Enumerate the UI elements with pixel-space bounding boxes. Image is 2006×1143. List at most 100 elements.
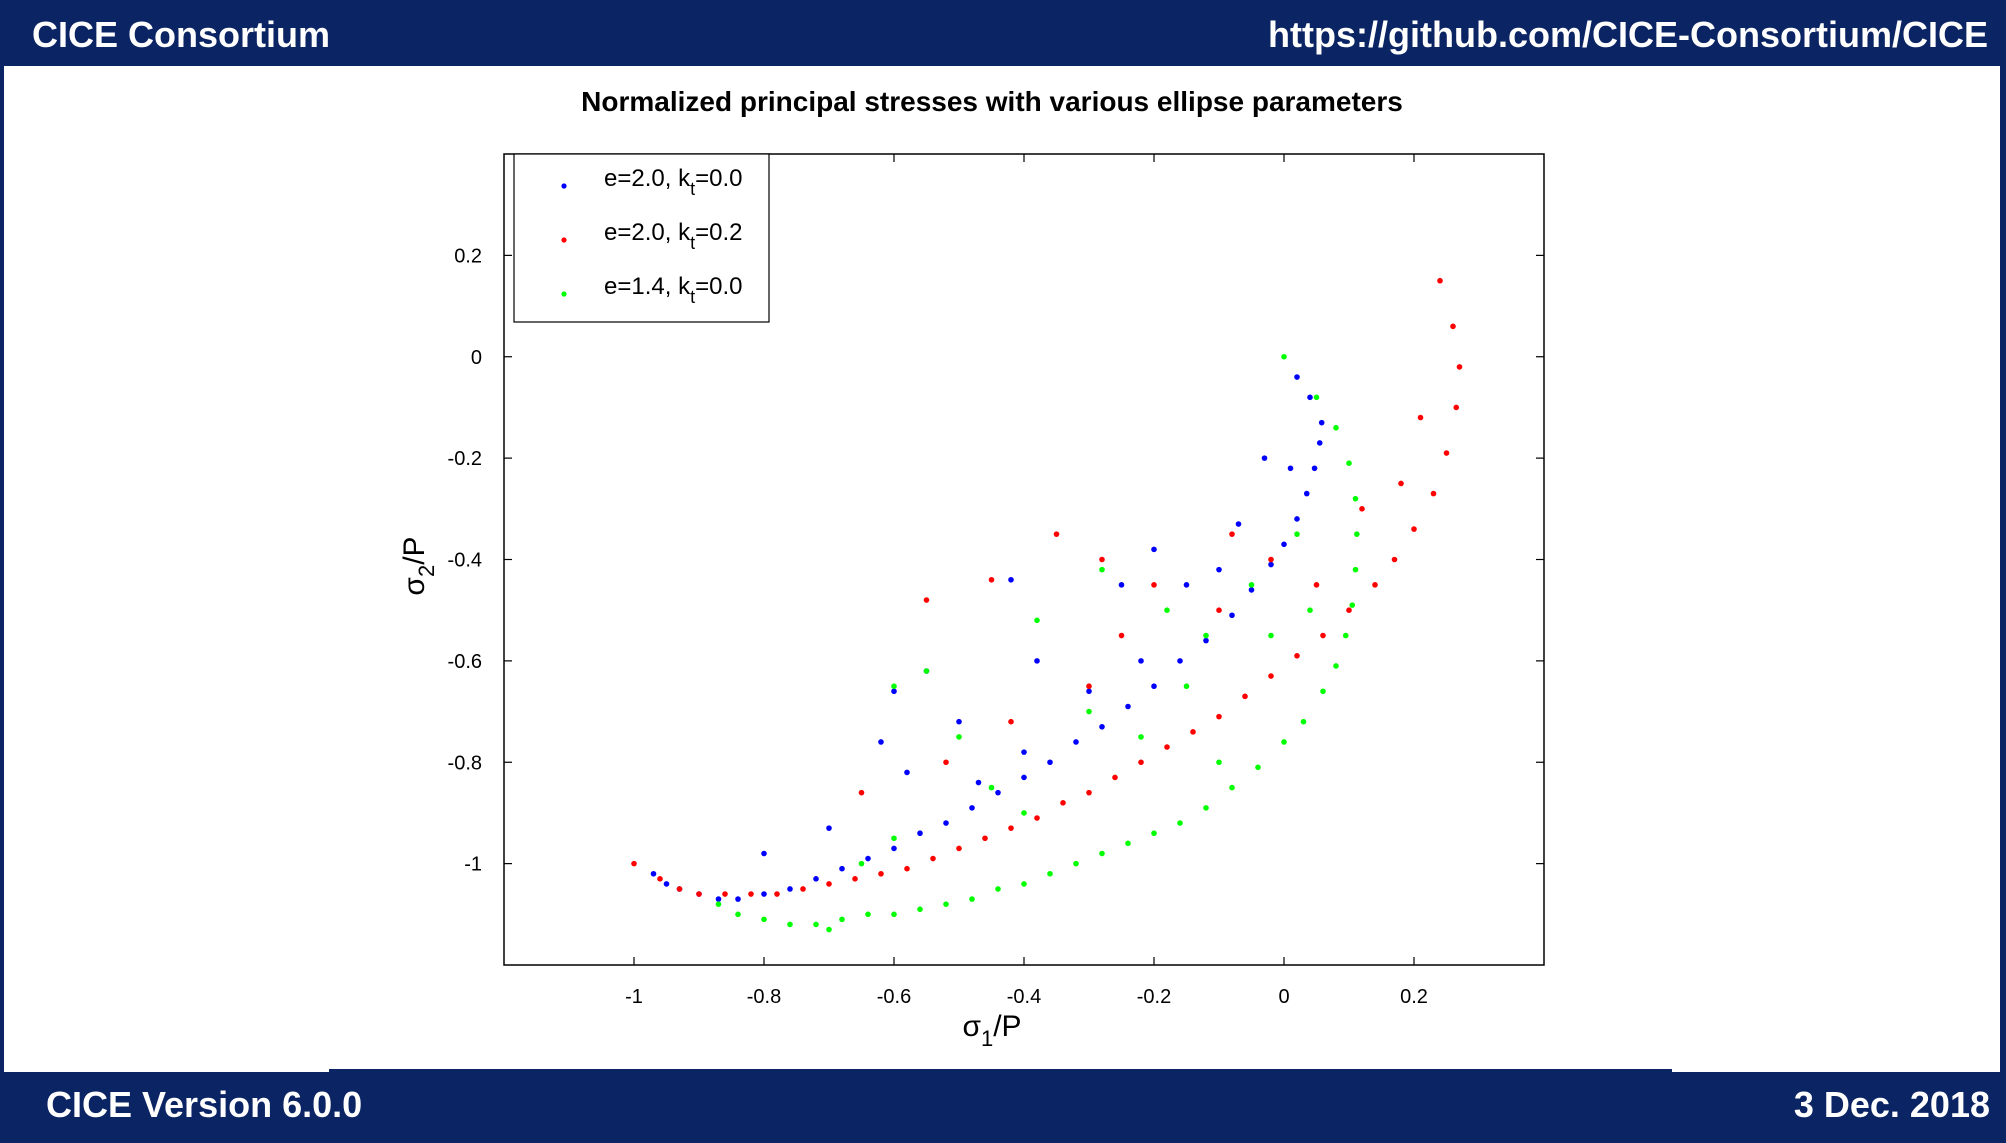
data-point — [1248, 582, 1255, 588]
data-point — [1021, 749, 1027, 755]
legend-label-blue: e=2.0, kt=0.0 — [604, 165, 742, 199]
data-point — [1183, 582, 1190, 588]
data-point — [943, 759, 949, 766]
data-point — [813, 876, 819, 882]
x-tick-label: 0.2 — [1400, 986, 1428, 1008]
data-point — [800, 886, 806, 892]
data-point — [891, 688, 897, 695]
data-point — [988, 784, 995, 791]
data-point — [1151, 683, 1157, 690]
data-point — [1086, 683, 1092, 690]
data-point — [1294, 653, 1300, 659]
footer-bar: CICE Version 6.0.0 3 Dec. 2018 — [0, 1072, 2006, 1143]
data-point — [1053, 531, 1060, 537]
data-point — [1216, 713, 1222, 720]
data-point — [891, 845, 897, 852]
data-point — [813, 921, 819, 928]
data-point — [1268, 632, 1274, 639]
data-point — [1073, 739, 1079, 745]
y-tick-label: -0.4 — [448, 550, 482, 572]
data-point — [1164, 607, 1170, 613]
data-point — [650, 870, 657, 877]
data-point — [1008, 576, 1014, 583]
data-point — [1303, 490, 1310, 497]
data-point — [1318, 419, 1325, 426]
footer-divider-left — [4, 1068, 329, 1072]
data-point — [1333, 424, 1339, 431]
data-point — [1216, 759, 1222, 766]
data-point — [1125, 840, 1131, 847]
y-tick-label: -1 — [464, 854, 482, 876]
data-point — [1294, 516, 1300, 522]
data-point — [1235, 521, 1242, 527]
data-point — [858, 860, 865, 867]
data-point — [1281, 353, 1287, 360]
data-point — [1437, 277, 1443, 284]
data-point — [969, 896, 975, 902]
data-point — [858, 789, 865, 796]
data-point — [1125, 703, 1131, 710]
data-point — [891, 683, 897, 690]
data-point — [982, 835, 988, 842]
legend-label-red: e=2.0, kt=0.2 — [604, 219, 742, 253]
y-tick-label: -0.6 — [448, 651, 482, 673]
data-point — [1229, 612, 1235, 619]
data-point — [1346, 460, 1352, 466]
header-repo-url[interactable]: https://github.com/CICE-Consortium/CICE — [1268, 14, 1988, 55]
data-point — [1203, 637, 1209, 644]
data-point — [1151, 546, 1157, 553]
data-point — [1346, 607, 1352, 613]
data-point — [1311, 465, 1318, 472]
data-point — [774, 891, 780, 897]
data-point — [969, 805, 975, 811]
data-point — [956, 734, 962, 740]
data-point — [748, 891, 754, 897]
data-point — [1034, 617, 1040, 624]
y-tick-label: 0 — [471, 347, 482, 369]
footer-version: CICE Version 6.0.0 — [46, 1084, 363, 1125]
data-point — [1086, 688, 1092, 695]
data-point — [1177, 820, 1183, 826]
data-point — [1216, 566, 1222, 573]
data-point — [1349, 602, 1356, 608]
data-point — [839, 865, 845, 872]
data-point — [995, 789, 1001, 796]
x-tick-label: -0.6 — [877, 986, 911, 1008]
data-point — [657, 876, 663, 882]
x-tick-label: -1 — [625, 986, 643, 1008]
data-point — [1294, 374, 1300, 380]
data-point — [1047, 870, 1053, 877]
data-point — [1112, 774, 1118, 781]
data-point — [1342, 632, 1349, 639]
data-point — [917, 906, 923, 913]
data-point — [715, 901, 722, 907]
data-point — [995, 886, 1001, 892]
data-point — [852, 876, 858, 882]
x-tick-label: -0.8 — [747, 986, 781, 1008]
data-point — [1391, 556, 1398, 563]
data-point — [1287, 465, 1294, 472]
data-point — [1352, 566, 1359, 573]
data-point — [787, 921, 793, 928]
data-point — [1320, 688, 1326, 695]
data-point — [865, 911, 871, 918]
y-tick-label: -0.8 — [448, 752, 482, 774]
data-point — [1034, 658, 1040, 664]
data-point — [761, 850, 767, 857]
data-point — [1034, 815, 1040, 821]
data-point — [1313, 582, 1320, 588]
data-point — [1354, 531, 1360, 537]
data-point — [1268, 673, 1274, 679]
x-axis-label: σ1/P — [962, 1010, 1021, 1051]
data-point — [975, 779, 982, 786]
data-point — [826, 825, 832, 831]
data-point — [1118, 582, 1125, 588]
chart-title: Normalized principal stresses with vario… — [581, 86, 1403, 117]
legend-marker-red — [561, 237, 567, 243]
data-point — [1021, 881, 1027, 887]
data-point — [1398, 480, 1404, 487]
legend-box — [513, 153, 770, 323]
scatter-chart: Normalized principal stresses with vario… — [398, 86, 1545, 1051]
data-point — [1060, 800, 1066, 806]
data-point — [1300, 718, 1307, 725]
